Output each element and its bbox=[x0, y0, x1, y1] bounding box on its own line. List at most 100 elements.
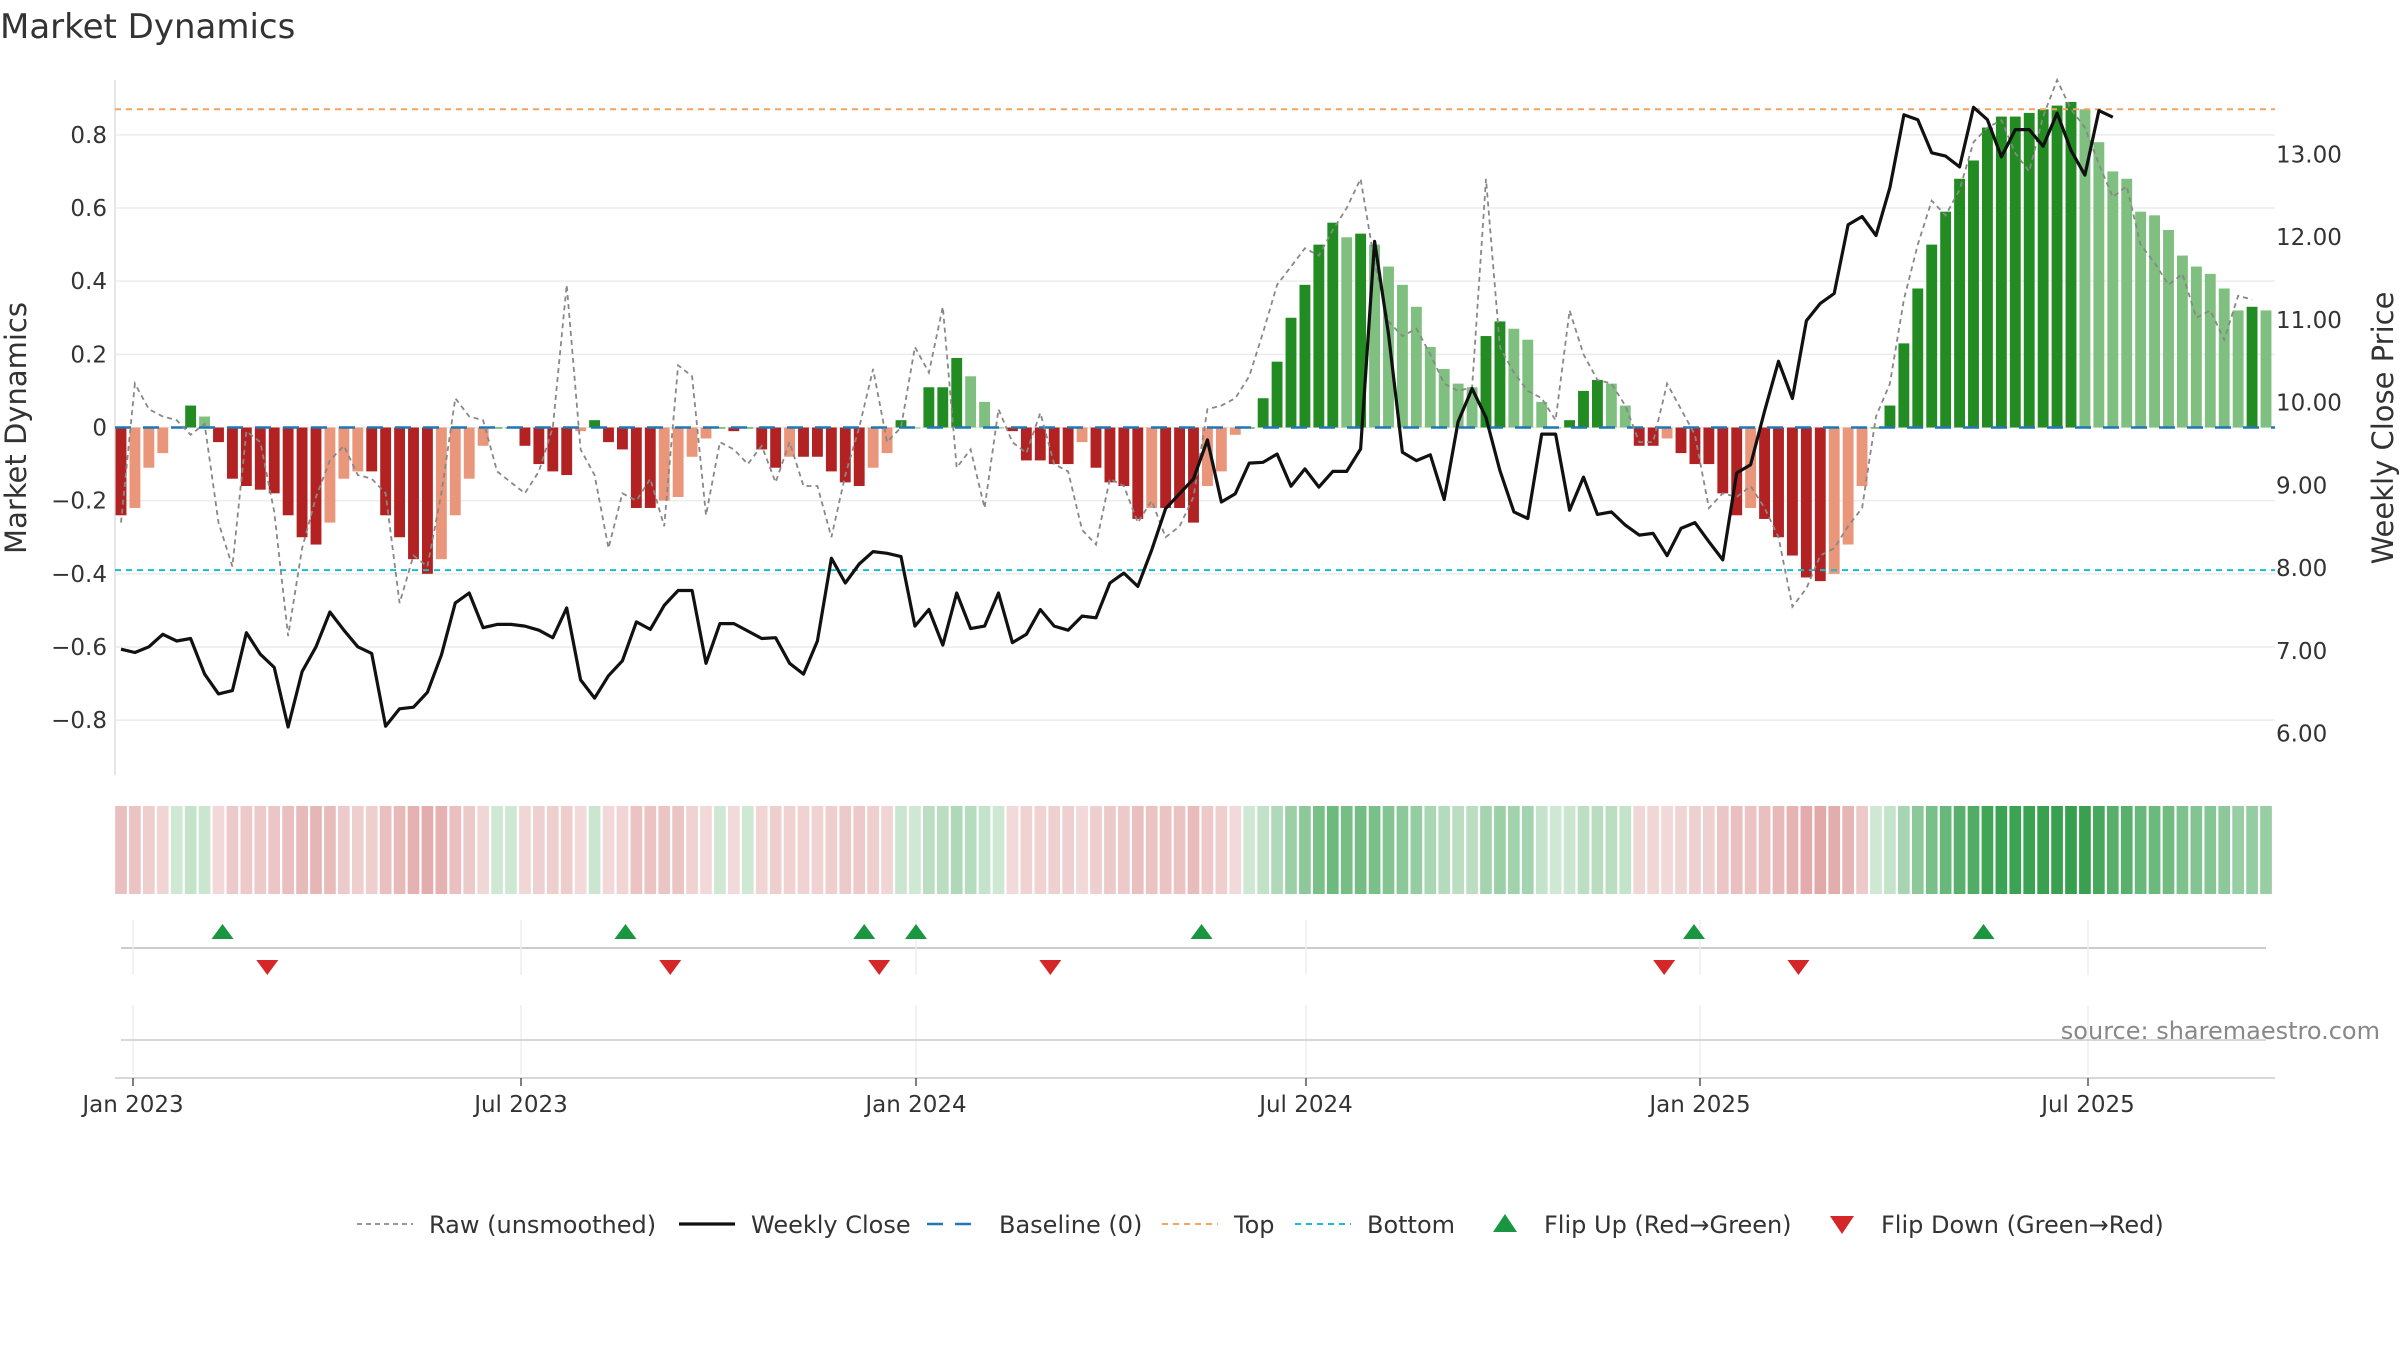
md-bar bbox=[1466, 387, 1478, 428]
md-bar bbox=[199, 416, 211, 428]
heat-cell bbox=[1243, 806, 1256, 894]
flip-down-marker bbox=[659, 960, 682, 975]
md-bar bbox=[2260, 310, 2272, 428]
source-credit: source: sharemaestro.com bbox=[2061, 1017, 2380, 1045]
md-bar bbox=[1522, 339, 1534, 428]
heat-cell bbox=[1800, 806, 1813, 894]
heat-cell bbox=[505, 806, 517, 894]
date-axis-panel bbox=[115, 1005, 2275, 1079]
md-bar bbox=[658, 427, 670, 501]
heat-cell bbox=[1884, 806, 1896, 894]
heat-cell bbox=[658, 806, 671, 894]
heat-cell bbox=[198, 806, 211, 894]
heat-cell bbox=[853, 806, 866, 894]
x-tick-label: Jan 2023 bbox=[80, 1092, 183, 1118]
md-bar bbox=[2232, 310, 2244, 428]
md-bar bbox=[811, 427, 823, 457]
heat-cell bbox=[1911, 806, 1924, 894]
heat-cell bbox=[1953, 806, 1966, 894]
md-bar bbox=[630, 427, 642, 508]
heat-cell bbox=[2106, 806, 2119, 894]
flip-up-marker bbox=[1190, 924, 1213, 939]
flip-up-marker bbox=[905, 924, 927, 939]
md-bar bbox=[519, 427, 531, 446]
left-axis-label: Market Dynamics bbox=[0, 302, 33, 554]
md-bar bbox=[2023, 112, 2035, 428]
heat-cell bbox=[1118, 806, 1130, 894]
heat-cell bbox=[895, 806, 907, 894]
md-bar bbox=[324, 427, 336, 523]
heat-cell bbox=[546, 806, 559, 894]
heat-cell bbox=[1229, 806, 1242, 894]
heat-cell bbox=[630, 806, 643, 894]
x-tick-label: Jan 2024 bbox=[863, 1092, 966, 1118]
heat-cell bbox=[714, 806, 726, 894]
md-bar bbox=[1786, 427, 1798, 556]
md-bar bbox=[1926, 244, 1938, 428]
heat-cell bbox=[226, 806, 239, 894]
md-bar bbox=[1090, 427, 1102, 468]
md-bar bbox=[589, 420, 601, 428]
md-bar bbox=[1327, 222, 1339, 428]
md-bar bbox=[240, 427, 252, 487]
heat-cell bbox=[1619, 806, 1632, 894]
x-axis-ticks: Jan 2023 Jul 2023 Jan 2024 Jul 2024 Jan 2025… bbox=[80, 1078, 2135, 1118]
right-tick-label: 7.00 bbox=[2276, 639, 2327, 665]
heat-cell bbox=[560, 806, 573, 894]
heat-cell bbox=[909, 806, 921, 894]
heat-cell bbox=[881, 806, 893, 894]
md-bar bbox=[1020, 427, 1032, 461]
price-series bbox=[120, 105, 2114, 729]
right-tick-label: 6.00 bbox=[2276, 722, 2327, 748]
heat-cell bbox=[1006, 806, 1019, 894]
md-bar bbox=[1745, 427, 1757, 508]
heat-cell bbox=[1856, 806, 1868, 894]
md-bar bbox=[1257, 398, 1269, 428]
heat-cell bbox=[1786, 806, 1799, 894]
heat-cell bbox=[783, 806, 796, 894]
md-bar bbox=[700, 427, 712, 439]
md-bar bbox=[1954, 178, 1966, 428]
heat-cell bbox=[519, 806, 531, 894]
md-bar bbox=[1396, 284, 1408, 428]
chart-title: Market Dynamics bbox=[0, 7, 295, 47]
heat-cell bbox=[1716, 806, 1729, 894]
heat-cell bbox=[1494, 806, 1506, 894]
left-tick-label: 0.8 bbox=[70, 123, 107, 149]
heat-cell bbox=[1633, 806, 1646, 894]
heat-cell bbox=[700, 806, 712, 894]
left-tick-label: −0.4 bbox=[51, 562, 107, 588]
md-bar bbox=[213, 427, 224, 443]
md-bar bbox=[1174, 427, 1186, 508]
md-bar bbox=[2190, 266, 2202, 428]
heat-cell bbox=[1062, 806, 1074, 894]
legend-label: Baseline (0) bbox=[999, 1211, 1142, 1239]
heat-cell bbox=[741, 806, 754, 894]
heat-cell bbox=[936, 806, 949, 894]
heat-cell bbox=[1758, 806, 1771, 894]
md-bar bbox=[185, 405, 197, 428]
heat-cell bbox=[811, 806, 824, 894]
heat-cell bbox=[1689, 806, 1701, 894]
heat-cell bbox=[923, 806, 935, 894]
heat-cell bbox=[644, 806, 657, 894]
heat-cell bbox=[1577, 806, 1590, 894]
heat-cell bbox=[1048, 806, 1061, 894]
md-bar bbox=[1160, 427, 1172, 508]
md-bar bbox=[1313, 244, 1325, 428]
md-bar bbox=[533, 427, 545, 465]
heat-cell bbox=[1549, 806, 1562, 894]
legend-swatch bbox=[1830, 1216, 1854, 1234]
md-bar bbox=[380, 427, 392, 516]
heat-cell bbox=[1675, 806, 1687, 894]
md-bar bbox=[282, 427, 294, 516]
heat-cell bbox=[1828, 806, 1841, 894]
md-bar bbox=[1898, 343, 1910, 428]
heat-cell bbox=[1521, 806, 1534, 894]
md-bar bbox=[408, 427, 419, 560]
md-bar bbox=[1828, 427, 1840, 574]
raw-series bbox=[120, 77, 2253, 637]
md-bar bbox=[2009, 116, 2021, 428]
md-bar bbox=[1006, 427, 1018, 432]
md-bar bbox=[714, 427, 726, 429]
